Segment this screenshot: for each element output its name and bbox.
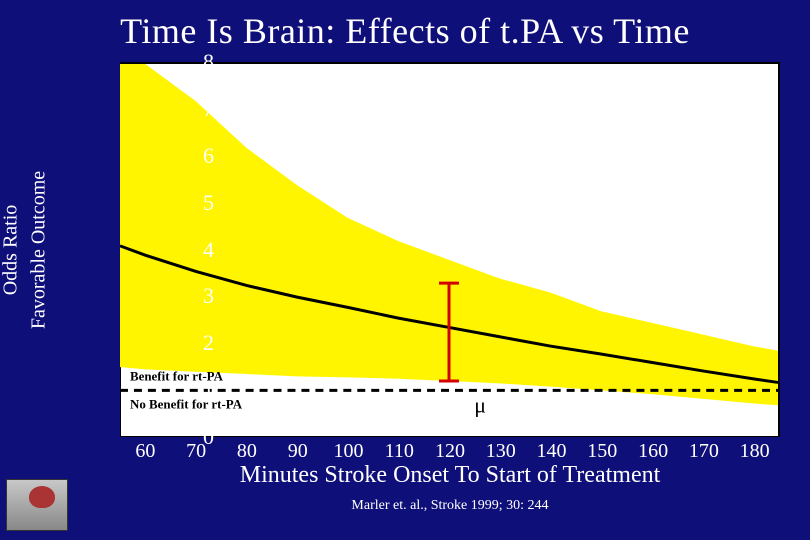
x-tick: 130 <box>486 440 516 463</box>
x-tick: 170 <box>689 440 719 463</box>
x-tick: 80 <box>237 440 257 463</box>
y-tick: 4 <box>203 237 214 263</box>
x-tick: 120 <box>435 440 465 463</box>
citation: Marler et. al., Stroke 1999; 30: 244 <box>120 498 780 514</box>
title-text: Time Is Brain: Effects of t.PA vs Time <box>120 11 690 51</box>
x-tick: 70 <box>186 440 206 463</box>
x-tick: 60 <box>135 440 155 463</box>
chart: Odds Ratio Favorable Outcome Benefit for… <box>38 62 798 482</box>
x-tick: 150 <box>587 440 617 463</box>
y-axis-label-group: Odds Ratio Favorable Outcome <box>10 62 40 437</box>
x-tick: 90 <box>288 440 308 463</box>
chart-svg: Benefit for rt-PANo Benefit for rt-PAμ <box>120 64 778 437</box>
y-tick: 7 <box>203 96 214 122</box>
logo-thumbnail <box>6 479 68 531</box>
y-axis-label-2: Favorable Outcome <box>29 170 50 328</box>
mu-symbol: μ <box>474 392 486 417</box>
x-tick: 140 <box>537 440 567 463</box>
y-tick: 2 <box>203 330 214 356</box>
y-tick: 6 <box>203 143 214 169</box>
y-tick: 8 <box>203 49 214 75</box>
x-tick: 100 <box>333 440 363 463</box>
x-tick: 180 <box>740 440 770 463</box>
x-axis-label: Minutes Stroke Onset To Start of Treatme… <box>120 462 780 489</box>
x-tick: 160 <box>638 440 668 463</box>
y-tick: 3 <box>203 283 214 309</box>
x-tick: 110 <box>385 440 414 463</box>
y-axis-label-1: Odds Ratio <box>1 204 22 295</box>
y-tick: 5 <box>203 190 214 216</box>
brain-icon <box>29 486 55 508</box>
y-tick: 1 <box>203 377 214 403</box>
no-benefit-label: No Benefit for rt-PA <box>130 396 243 411</box>
slide-title: Time Is Brain: Effects of t.PA vs Time <box>0 10 810 52</box>
plot-area: Benefit for rt-PANo Benefit for rt-PAμ <box>120 62 780 437</box>
